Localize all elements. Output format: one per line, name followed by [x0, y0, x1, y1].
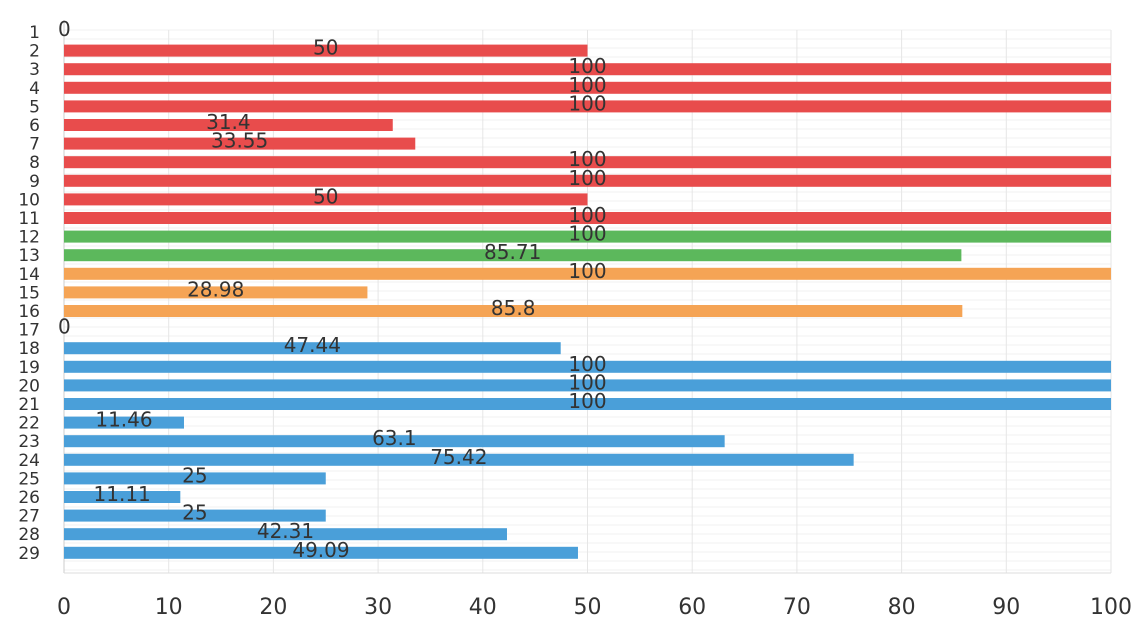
data-label: 11.11	[94, 482, 151, 506]
y-category-label: 7	[29, 135, 40, 155]
x-tick-label: 90	[992, 595, 1020, 620]
y-category-label: 13	[18, 246, 40, 266]
y-category-label: 12	[18, 228, 40, 248]
data-label: 63.1	[372, 426, 417, 450]
y-category-label: 19	[18, 358, 40, 378]
y-category-label: 27	[18, 507, 40, 527]
y-category-label: 16	[18, 302, 40, 322]
data-label: 0	[58, 315, 71, 339]
data-label: 100	[568, 91, 606, 115]
data-label: 50	[313, 36, 338, 60]
bar	[64, 305, 963, 317]
bar	[64, 528, 507, 541]
y-category-label: 5	[29, 97, 40, 117]
y-category-label: 15	[18, 283, 40, 303]
x-tick-label: 0	[57, 595, 71, 620]
y-category-label: 24	[18, 451, 40, 471]
bar	[64, 416, 184, 429]
y-category-label: 8	[29, 153, 40, 173]
y-category-label: 2	[29, 42, 40, 62]
y-category-label: 10	[18, 190, 40, 210]
bar	[64, 546, 578, 559]
y-category-label: 26	[18, 488, 40, 508]
y-category-label: 25	[18, 469, 40, 489]
data-label: 100	[568, 54, 606, 78]
y-category-label: 3	[29, 60, 40, 80]
x-tick-label: 30	[364, 595, 392, 620]
y-category-label: 22	[18, 414, 40, 434]
bar	[64, 453, 854, 466]
x-tick-label: 10	[155, 595, 183, 620]
y-category-label: 14	[18, 265, 40, 285]
bar	[64, 230, 1111, 243]
x-tick-label: 70	[783, 595, 811, 620]
y-category-label: 4	[29, 79, 40, 99]
y-category-label: 18	[18, 339, 40, 359]
data-label: 0	[58, 17, 71, 41]
bar	[64, 509, 326, 522]
data-label: 85.8	[491, 296, 536, 320]
bar	[64, 119, 393, 131]
x-tick-label: 100	[1090, 595, 1132, 620]
y-category-label: 29	[18, 544, 40, 564]
x-tick-label: 80	[888, 595, 916, 620]
data-label: 100	[568, 73, 606, 97]
bar	[64, 360, 1111, 373]
data-label: 28.98	[187, 277, 244, 301]
data-label: 25	[182, 501, 207, 525]
bar	[64, 100, 1111, 113]
y-category-label: 9	[29, 172, 40, 192]
bar	[64, 63, 1111, 76]
bar	[64, 286, 368, 299]
x-tick-label: 40	[469, 595, 497, 620]
data-label: 100	[568, 352, 606, 376]
y-category-label: 28	[18, 525, 40, 545]
bar	[64, 267, 1111, 280]
bar	[64, 435, 725, 448]
data-label: 100	[568, 389, 606, 413]
data-label: 11.46	[95, 408, 152, 432]
y-category-label: 6	[29, 116, 40, 136]
data-label: 100	[568, 147, 606, 171]
y-category-label: 17	[18, 321, 40, 341]
data-label: 100	[568, 166, 606, 190]
data-label: 85.71	[484, 240, 541, 264]
data-label: 100	[568, 370, 606, 394]
bar	[64, 137, 416, 150]
bar	[64, 398, 1111, 410]
x-tick-label: 50	[574, 595, 602, 620]
data-label: 49.09	[292, 538, 349, 562]
bar	[64, 81, 1111, 94]
data-label: 42.31	[257, 519, 314, 543]
data-label: 75.42	[430, 445, 487, 469]
bar	[64, 472, 326, 485]
y-category-label: 21	[18, 395, 40, 415]
x-tick-label: 60	[678, 595, 706, 620]
y-category-label: 1	[29, 23, 40, 43]
bar	[64, 156, 1111, 169]
bar	[64, 44, 588, 57]
data-label: 47.44	[284, 333, 341, 357]
data-label: 100	[568, 203, 606, 227]
bar	[64, 379, 1111, 392]
y-category-label: 20	[18, 376, 40, 396]
bar	[64, 491, 181, 503]
y-category-label: 23	[18, 432, 40, 452]
data-label: 100	[568, 222, 606, 246]
data-label: 50	[313, 184, 338, 208]
bar	[64, 342, 561, 355]
data-label: 25	[182, 463, 207, 487]
bar	[64, 249, 962, 262]
x-tick-label: 20	[259, 595, 287, 620]
y-category-label: 11	[18, 209, 40, 229]
data-label: 31.4	[206, 110, 251, 134]
data-label: 100	[568, 259, 606, 283]
bar	[64, 212, 1111, 224]
data-label: 33.55	[211, 129, 268, 153]
bar	[64, 174, 1111, 187]
bar	[64, 193, 588, 206]
